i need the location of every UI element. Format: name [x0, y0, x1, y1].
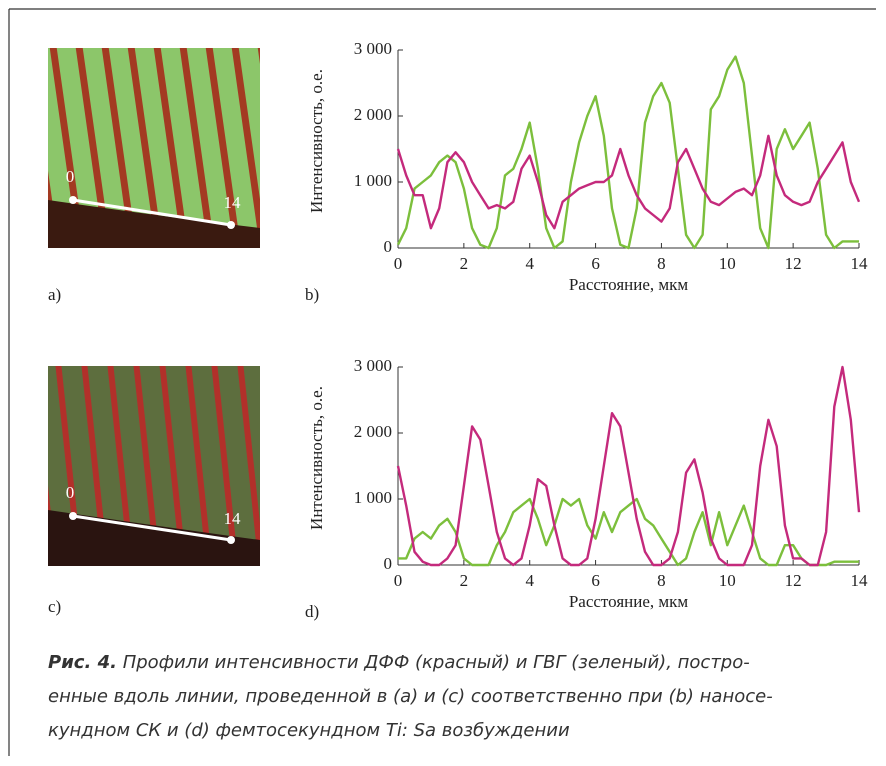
line-series	[396, 55, 859, 250]
y-tick-label: 0	[384, 554, 393, 573]
line-series	[396, 134, 861, 230]
x-tick-label: 12	[785, 254, 802, 273]
y-tick-label: 3 000	[354, 39, 392, 58]
caption-line: Рис. 4. Профили интенсивности ДФФ (красн…	[48, 652, 750, 673]
caption-text: Профили интенсивности ДФФ (красный) и ГВ…	[123, 652, 750, 673]
dark-region	[48, 200, 260, 248]
x-tick-label: 14	[851, 254, 869, 273]
line-series	[398, 497, 859, 567]
marker-label: 14	[224, 193, 242, 212]
marker-label: 0	[66, 167, 75, 186]
panel-label: c)	[48, 597, 61, 616]
panel-label: d)	[305, 602, 319, 621]
y-axis-label: Интенсивность, о.е.	[307, 386, 326, 530]
x-tick-label: 2	[460, 571, 469, 590]
panel-label: b)	[305, 285, 319, 304]
y-axis-label: Интенсивность, о.е.	[307, 69, 326, 213]
x-tick-label: 2	[460, 254, 469, 273]
panel-label: a)	[48, 285, 61, 304]
caption-line: енные вдоль линии, проведенной в (a) и (…	[48, 686, 773, 707]
x-tick-label: 14	[851, 571, 869, 590]
y-tick-label: 2 000	[354, 105, 392, 124]
caption-line: кундном СК и (d) фемтосекундном Ti: Sa в…	[48, 720, 570, 741]
x-tick-label: 8	[657, 571, 666, 590]
x-axis-label: Расстояние, мкм	[569, 592, 689, 611]
marker-label: 14	[224, 509, 242, 528]
x-axis-label: Расстояние, мкм	[569, 275, 689, 294]
profile-line	[72, 198, 232, 227]
y-tick-label: 1 000	[354, 488, 392, 507]
y-tick-label: 2 000	[354, 422, 392, 441]
dark-region	[48, 510, 260, 566]
x-tick-label: 10	[719, 571, 736, 590]
caption-label: Рис. 4.	[48, 652, 117, 673]
y-tick-label: 0	[384, 237, 393, 256]
x-tick-label: 6	[591, 571, 600, 590]
profile-line	[72, 514, 232, 542]
image-c: 0 14	[48, 366, 260, 566]
profile-end	[69, 512, 77, 520]
x-tick-label: 4	[525, 571, 534, 590]
x-tick-label: 8	[657, 254, 666, 273]
x-tick-label: 0	[394, 571, 403, 590]
x-tick-label: 0	[394, 254, 403, 273]
image-a: 0 14	[48, 48, 260, 248]
x-tick-label: 10	[719, 254, 736, 273]
line-series	[396, 365, 861, 567]
profile-end	[69, 196, 77, 204]
x-tick-label: 12	[785, 571, 802, 590]
marker-label: 0	[66, 483, 75, 502]
profile-end	[227, 536, 235, 544]
x-tick-label: 6	[591, 254, 600, 273]
y-tick-label: 3 000	[354, 356, 392, 375]
profile-end	[227, 221, 235, 229]
y-tick-label: 1 000	[354, 171, 392, 190]
x-tick-label: 4	[525, 254, 534, 273]
